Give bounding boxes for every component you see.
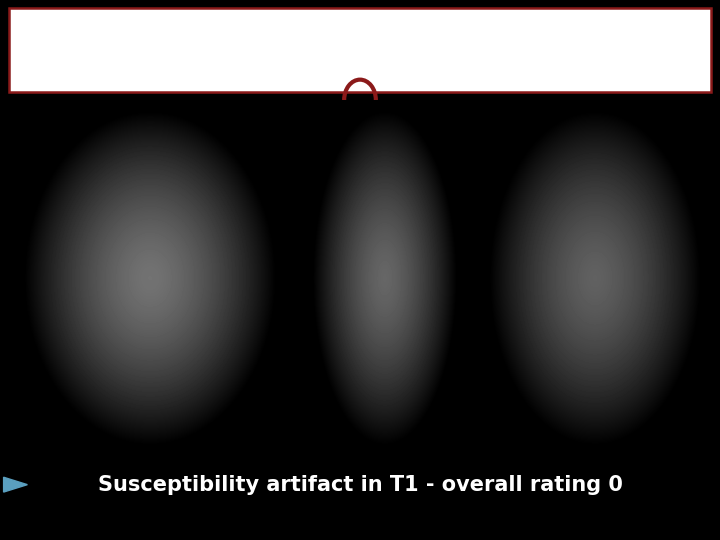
Polygon shape (4, 477, 27, 492)
FancyBboxPatch shape (9, 8, 711, 92)
Text: Susceptibility artifact in T1 - overall rating 0: Susceptibility artifact in T1 - overall … (98, 475, 622, 495)
